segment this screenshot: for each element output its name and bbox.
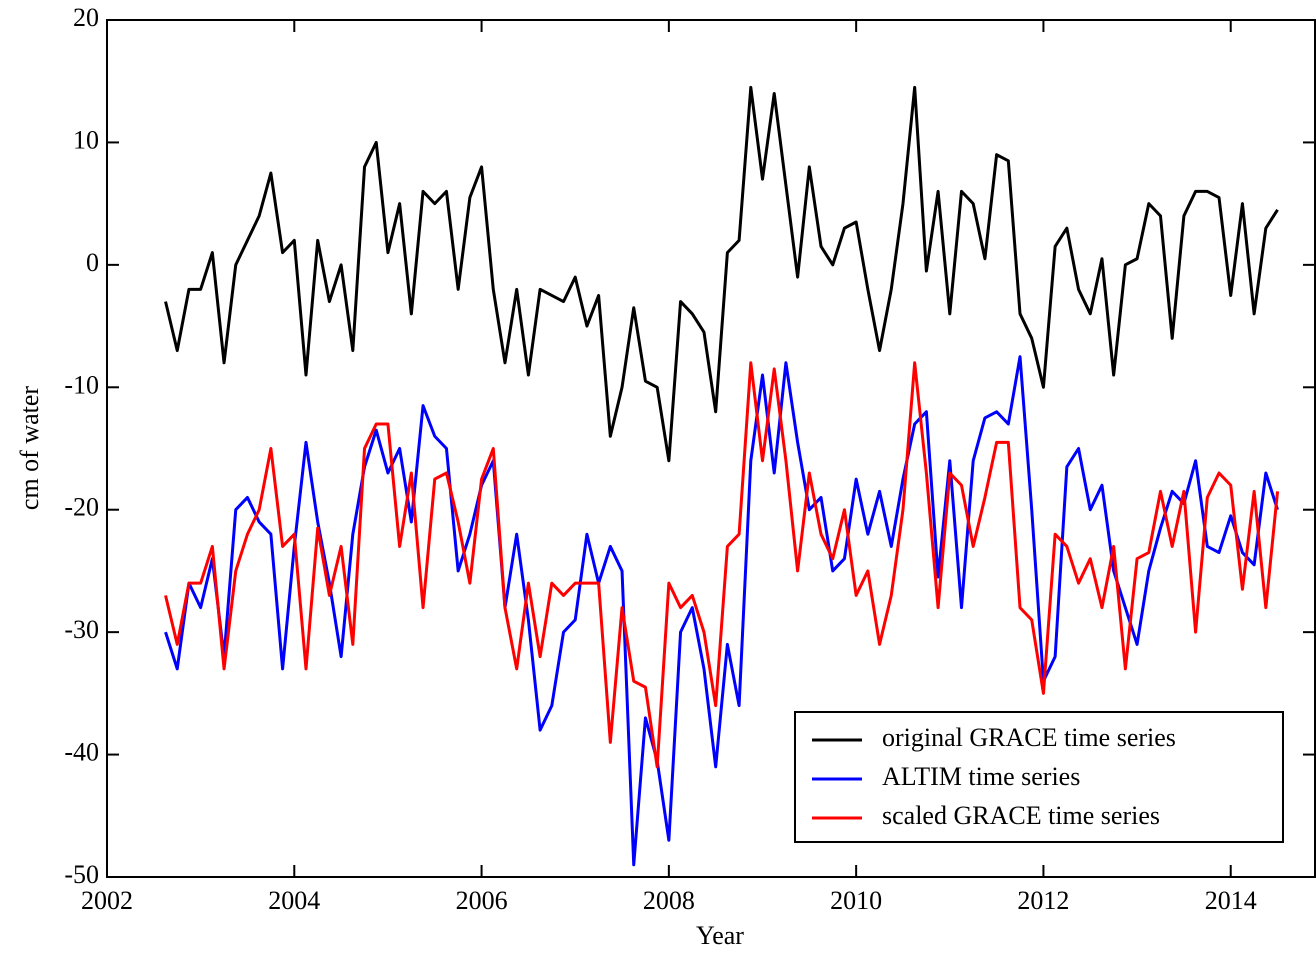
legend-label: original GRACE time series [882,723,1176,752]
series-line [164,355,1279,867]
series-line [164,85,1279,463]
legend-box [794,711,1284,843]
x-tick-label: 2004 [268,886,320,915]
y-tick-label: -20 [64,493,99,522]
series-line [164,361,1280,769]
x-tick-label: 2010 [830,886,882,915]
y-tick-label: 20 [73,3,99,32]
x-axis-label: Year [696,921,744,950]
y-tick-label: 0 [86,248,99,277]
y-tick-label: 10 [73,125,99,154]
y-tick-label: -40 [64,738,99,767]
legend-label: ALTIM time series [882,762,1080,791]
plot-frame [106,19,1316,878]
y-tick-label: -50 [64,860,99,889]
x-tick-label: 2012 [1017,886,1069,915]
x-tick-label: 2014 [1205,886,1257,915]
x-tick-label: 2008 [643,886,695,915]
x-tick-label: 2006 [456,886,508,915]
legend-label: scaled GRACE time series [882,801,1160,830]
y-tick-label: -10 [64,370,99,399]
y-axis-label: cm of water [15,386,44,511]
x-tick-label: 2002 [81,886,133,915]
y-tick-label: -30 [64,615,99,644]
